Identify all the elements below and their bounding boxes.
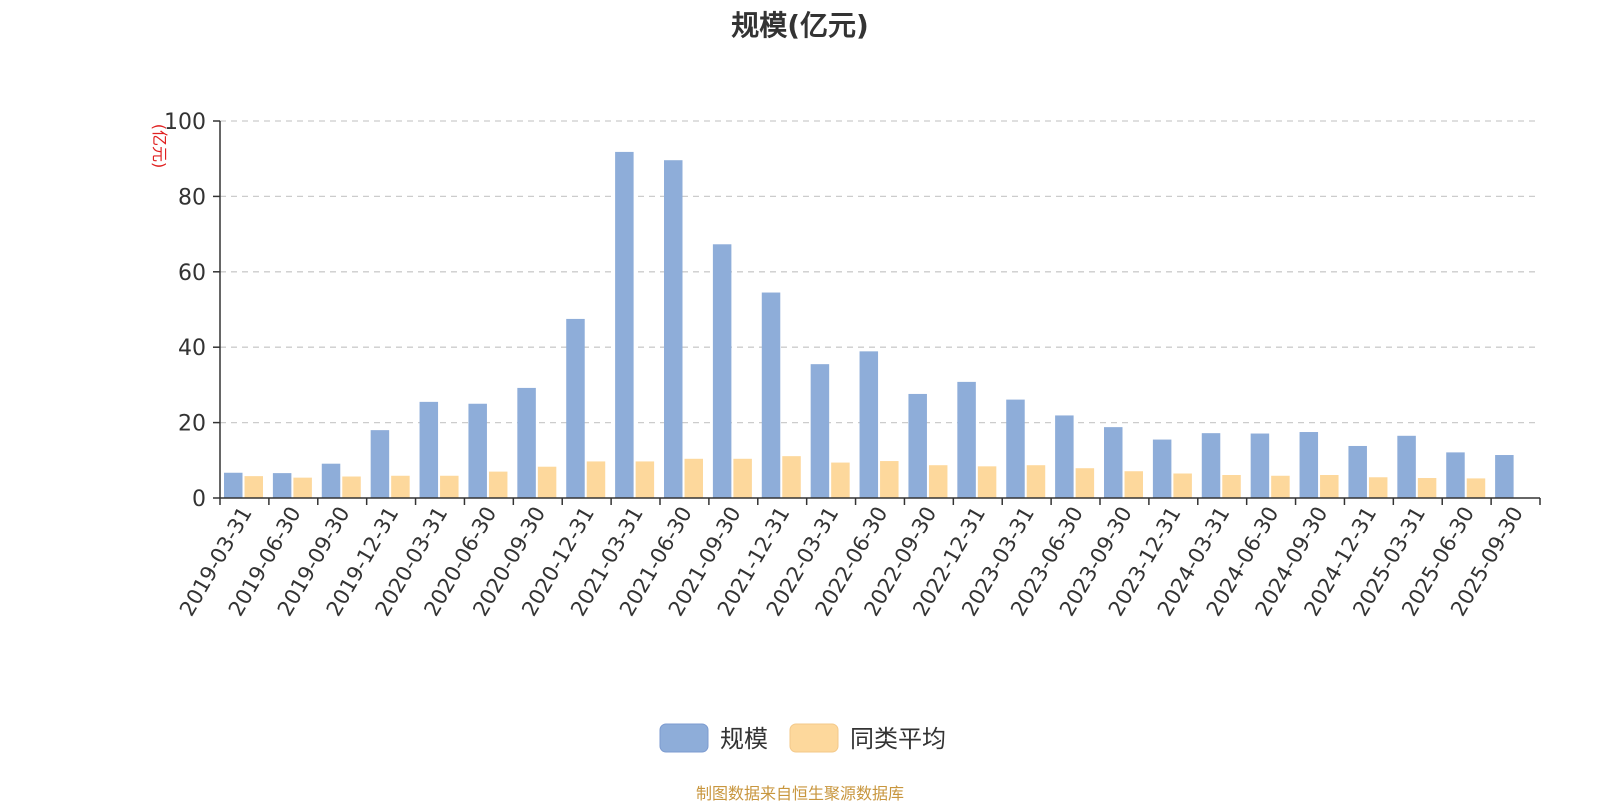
bar-peer-average xyxy=(1124,471,1143,498)
bar-scale xyxy=(1055,415,1074,498)
bar-scale xyxy=(1397,435,1416,498)
axes xyxy=(213,120,1541,505)
bar-peer-average xyxy=(880,461,899,498)
bar-scale xyxy=(1299,432,1319,498)
bar-peer-average xyxy=(928,465,948,498)
x-tick-labels: 2019-03-312019-06-302019-09-302019-12-31… xyxy=(175,502,1528,620)
bar-scale xyxy=(1446,452,1465,498)
bar-peer-average xyxy=(391,475,410,498)
bar-peer-average xyxy=(342,476,361,498)
bar-scale xyxy=(419,401,439,498)
bar-scale xyxy=(321,463,341,498)
y-tick-label: 40 xyxy=(178,336,206,361)
bar-chart: 0 20 40 60 80 100 2019-03-312019-06-302019-09… xyxy=(150,110,1541,753)
chart-title: 规模(亿元) xyxy=(731,9,869,42)
bar-peer-average xyxy=(1271,475,1290,498)
source-footer: 制图数据来自恒生聚源数据库 xyxy=(695,784,904,803)
bar-peer-average xyxy=(586,461,606,498)
bar-scale xyxy=(224,472,243,498)
bar-scale xyxy=(272,473,292,498)
bar-scale xyxy=(1250,433,1270,498)
bar-scale xyxy=(615,151,634,498)
bar-scale xyxy=(566,318,585,498)
bar-scale xyxy=(664,160,683,498)
y-tick-label: 60 xyxy=(178,261,206,286)
y-tick-label: 80 xyxy=(178,185,206,210)
bar-scale xyxy=(761,292,781,498)
bar-scale xyxy=(1104,427,1123,498)
bar-peer-average xyxy=(1222,475,1241,498)
y-tick-labels: 0 20 40 60 80 100 xyxy=(164,110,206,512)
bar-peer-average xyxy=(733,458,752,498)
bar-scale xyxy=(1006,399,1025,498)
bar-scale xyxy=(859,351,879,498)
bar-scale xyxy=(810,364,830,498)
gridlines xyxy=(220,120,1540,424)
bar-peer-average xyxy=(1173,473,1192,498)
bar-peer-average xyxy=(440,475,459,498)
y-axis-label: (亿元) xyxy=(150,124,169,169)
bar-scale xyxy=(370,430,390,498)
bar-peer-average xyxy=(684,458,703,498)
bar-peer-average xyxy=(782,456,801,498)
bar-peer-average xyxy=(1466,478,1486,498)
bar-peer-average xyxy=(635,461,655,498)
bar-scale xyxy=(957,381,976,498)
bar-scale xyxy=(1152,439,1172,498)
bar-scale xyxy=(908,393,927,498)
y-tick-label: 20 xyxy=(178,412,206,437)
bar-peer-average xyxy=(244,476,263,498)
bar-peer-average xyxy=(1075,468,1095,498)
legend-swatch-peer-average[interactable] xyxy=(789,723,839,753)
legend: 规模 同类平均 xyxy=(659,723,946,753)
bar-peer-average xyxy=(1026,465,1046,498)
legend-label-scale[interactable]: 规模 xyxy=(720,725,768,753)
bar-scale xyxy=(1348,445,1367,498)
bar-peer-average xyxy=(537,466,557,498)
bar-scale xyxy=(468,403,487,498)
bar-peer-average xyxy=(1320,475,1339,498)
bar-peer-average xyxy=(488,471,508,498)
y-tick-label: 100 xyxy=(164,110,206,135)
bar-peer-average xyxy=(977,466,997,498)
legend-label-peer-average[interactable]: 同类平均 xyxy=(850,725,946,753)
bar-peer-average xyxy=(831,462,850,498)
bar-peer-average xyxy=(1368,477,1388,498)
bar-scale xyxy=(517,387,536,498)
legend-swatch-scale[interactable] xyxy=(659,723,709,753)
bar-peer-average xyxy=(293,477,312,498)
bar-scale xyxy=(1201,433,1221,498)
bar-peer-average xyxy=(1417,478,1437,498)
bar-scale xyxy=(1495,455,1514,498)
y-tick-label: 0 xyxy=(192,487,206,512)
bars xyxy=(224,151,1514,498)
bar-scale xyxy=(712,244,732,498)
